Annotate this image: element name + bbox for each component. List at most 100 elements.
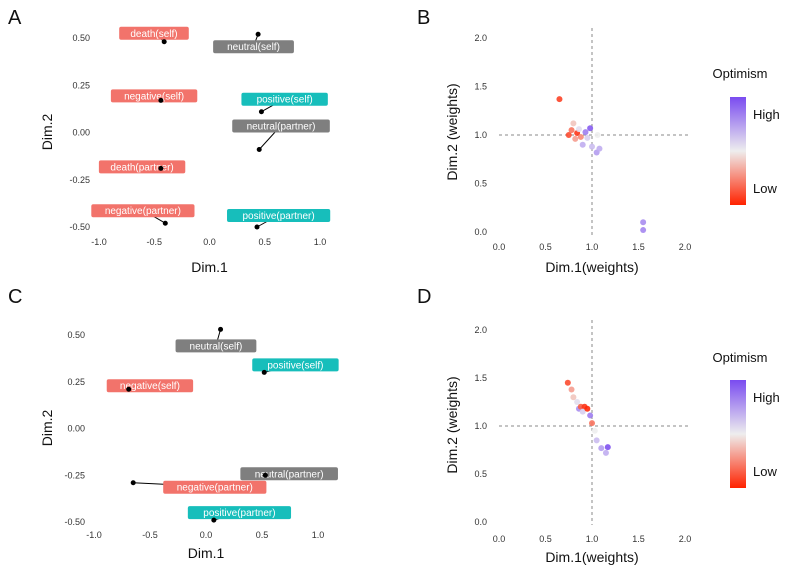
data-point [126, 386, 132, 392]
y-tick-label: 0.00 [67, 424, 85, 434]
data-point [594, 132, 601, 138]
x-tick-label: 1.0 [312, 530, 325, 540]
data-point [591, 427, 598, 434]
point-label-box [119, 26, 189, 40]
panel-letter: C [8, 286, 22, 308]
point-label: positive(partner) [203, 508, 275, 519]
data-point [582, 129, 589, 136]
y-tick-label: 0.25 [72, 80, 90, 90]
y-tick-label: -0.50 [64, 517, 85, 527]
data-point [579, 408, 586, 415]
point-label: neutral(self) [190, 341, 243, 352]
legend-high-label: High [753, 107, 780, 122]
point-label: death(self) [130, 29, 177, 40]
data-point [589, 420, 595, 427]
data-point [218, 326, 224, 332]
x-tick-label: 0.5 [256, 530, 269, 540]
point-label: death(partner) [110, 162, 173, 173]
data-point [261, 369, 267, 375]
x-tick-label: 1.0 [586, 534, 599, 544]
x-tick-label: 0.0 [203, 237, 216, 247]
y-tick-label: -0.25 [69, 175, 90, 185]
x-tick-label: 2.0 [679, 242, 692, 252]
data-point [574, 399, 581, 405]
y-axis-title: Dim.2 (weights) [444, 83, 460, 180]
data-point [162, 220, 168, 226]
data-point [598, 445, 605, 452]
y-tick-label: 2.0 [474, 325, 487, 335]
y-axis-title: Dim.2 (weights) [444, 376, 460, 473]
data-point [255, 31, 261, 37]
data-point [604, 444, 611, 451]
y-tick-label: 0.5 [474, 469, 487, 479]
x-tick-label: 1.0 [586, 242, 599, 252]
x-tick-label: 0.0 [493, 242, 506, 252]
data-point [575, 126, 582, 133]
y-tick-label: 1.0 [474, 130, 487, 140]
x-axis-title: Dim.1(weights) [545, 549, 638, 565]
y-tick-label: 0.0 [474, 517, 487, 527]
data-point [158, 165, 164, 171]
data-point [589, 143, 595, 150]
y-tick-label: 0.00 [72, 128, 90, 138]
data-point [161, 39, 167, 45]
point-label: negative(partner) [177, 483, 253, 494]
x-axis-title: Dim.1(weights) [545, 259, 638, 275]
y-tick-label: 1.5 [474, 82, 487, 92]
y-tick-label: -0.50 [69, 222, 90, 232]
panel-letter: B [417, 7, 430, 29]
data-point [587, 125, 594, 132]
data-point [254, 224, 260, 230]
x-tick-label: 0.5 [539, 534, 552, 544]
y-tick-label: 1.5 [474, 373, 487, 383]
y-tick-label: 1.0 [474, 421, 487, 431]
point-label: neutral(self) [227, 42, 280, 53]
point-label-box [252, 358, 339, 372]
x-axis-title: Dim.1 [191, 259, 228, 275]
point-label-box [241, 92, 328, 106]
x-tick-label: 0.0 [200, 530, 213, 540]
y-tick-label: 0.25 [67, 377, 85, 387]
legend-title: Optimism [713, 350, 768, 365]
point-label-box [91, 204, 195, 218]
data-point [572, 135, 579, 142]
point-label-box [175, 339, 257, 353]
point-label: neutral(partner) [255, 469, 324, 480]
point-label-box [163, 480, 267, 494]
data-point [577, 133, 584, 140]
y-tick-label: 0.0 [474, 227, 487, 237]
point-label: negative(partner) [105, 206, 181, 217]
point-label-box [110, 89, 198, 103]
data-point [565, 132, 572, 138]
data-point [130, 480, 136, 486]
y-tick-label: -0.25 [64, 470, 85, 480]
legend-low-label: Low [753, 181, 777, 196]
point-label: positive(self) [257, 95, 313, 106]
x-axis-title: Dim.1 [188, 545, 225, 561]
x-tick-label: 1.5 [632, 534, 645, 544]
y-tick-label: 0.50 [67, 330, 85, 340]
data-point [570, 394, 577, 401]
data-point [570, 120, 577, 127]
x-tick-label: -0.5 [142, 530, 158, 540]
point-label: negative(self) [120, 381, 180, 392]
data-point [258, 109, 264, 115]
data-point [211, 517, 217, 523]
point-label-box [227, 209, 331, 222]
point-label-box [232, 119, 330, 133]
data-point [640, 227, 647, 234]
panel-c: C -1.0 -0.5 0.0 0.5 1.0 0.50 0.25 0.00 -0.25 -0.50… [8, 286, 339, 561]
data-point [262, 472, 268, 478]
data-point [587, 412, 594, 419]
data-point [568, 127, 575, 134]
data-point [593, 437, 600, 444]
data-point [158, 97, 164, 103]
x-tick-label: -1.0 [91, 237, 107, 247]
x-tick-label: -0.5 [146, 237, 162, 247]
panel-d: D 0.0 0.5 1.0 1.5 2.0 2.0 1.5 1.0 0.5 0.0 Dim.1(wei… [417, 286, 780, 565]
legend-high-label: High [753, 390, 780, 405]
legend-low-label: Low [753, 464, 777, 479]
data-point [640, 219, 647, 226]
point-label-box [98, 160, 186, 174]
